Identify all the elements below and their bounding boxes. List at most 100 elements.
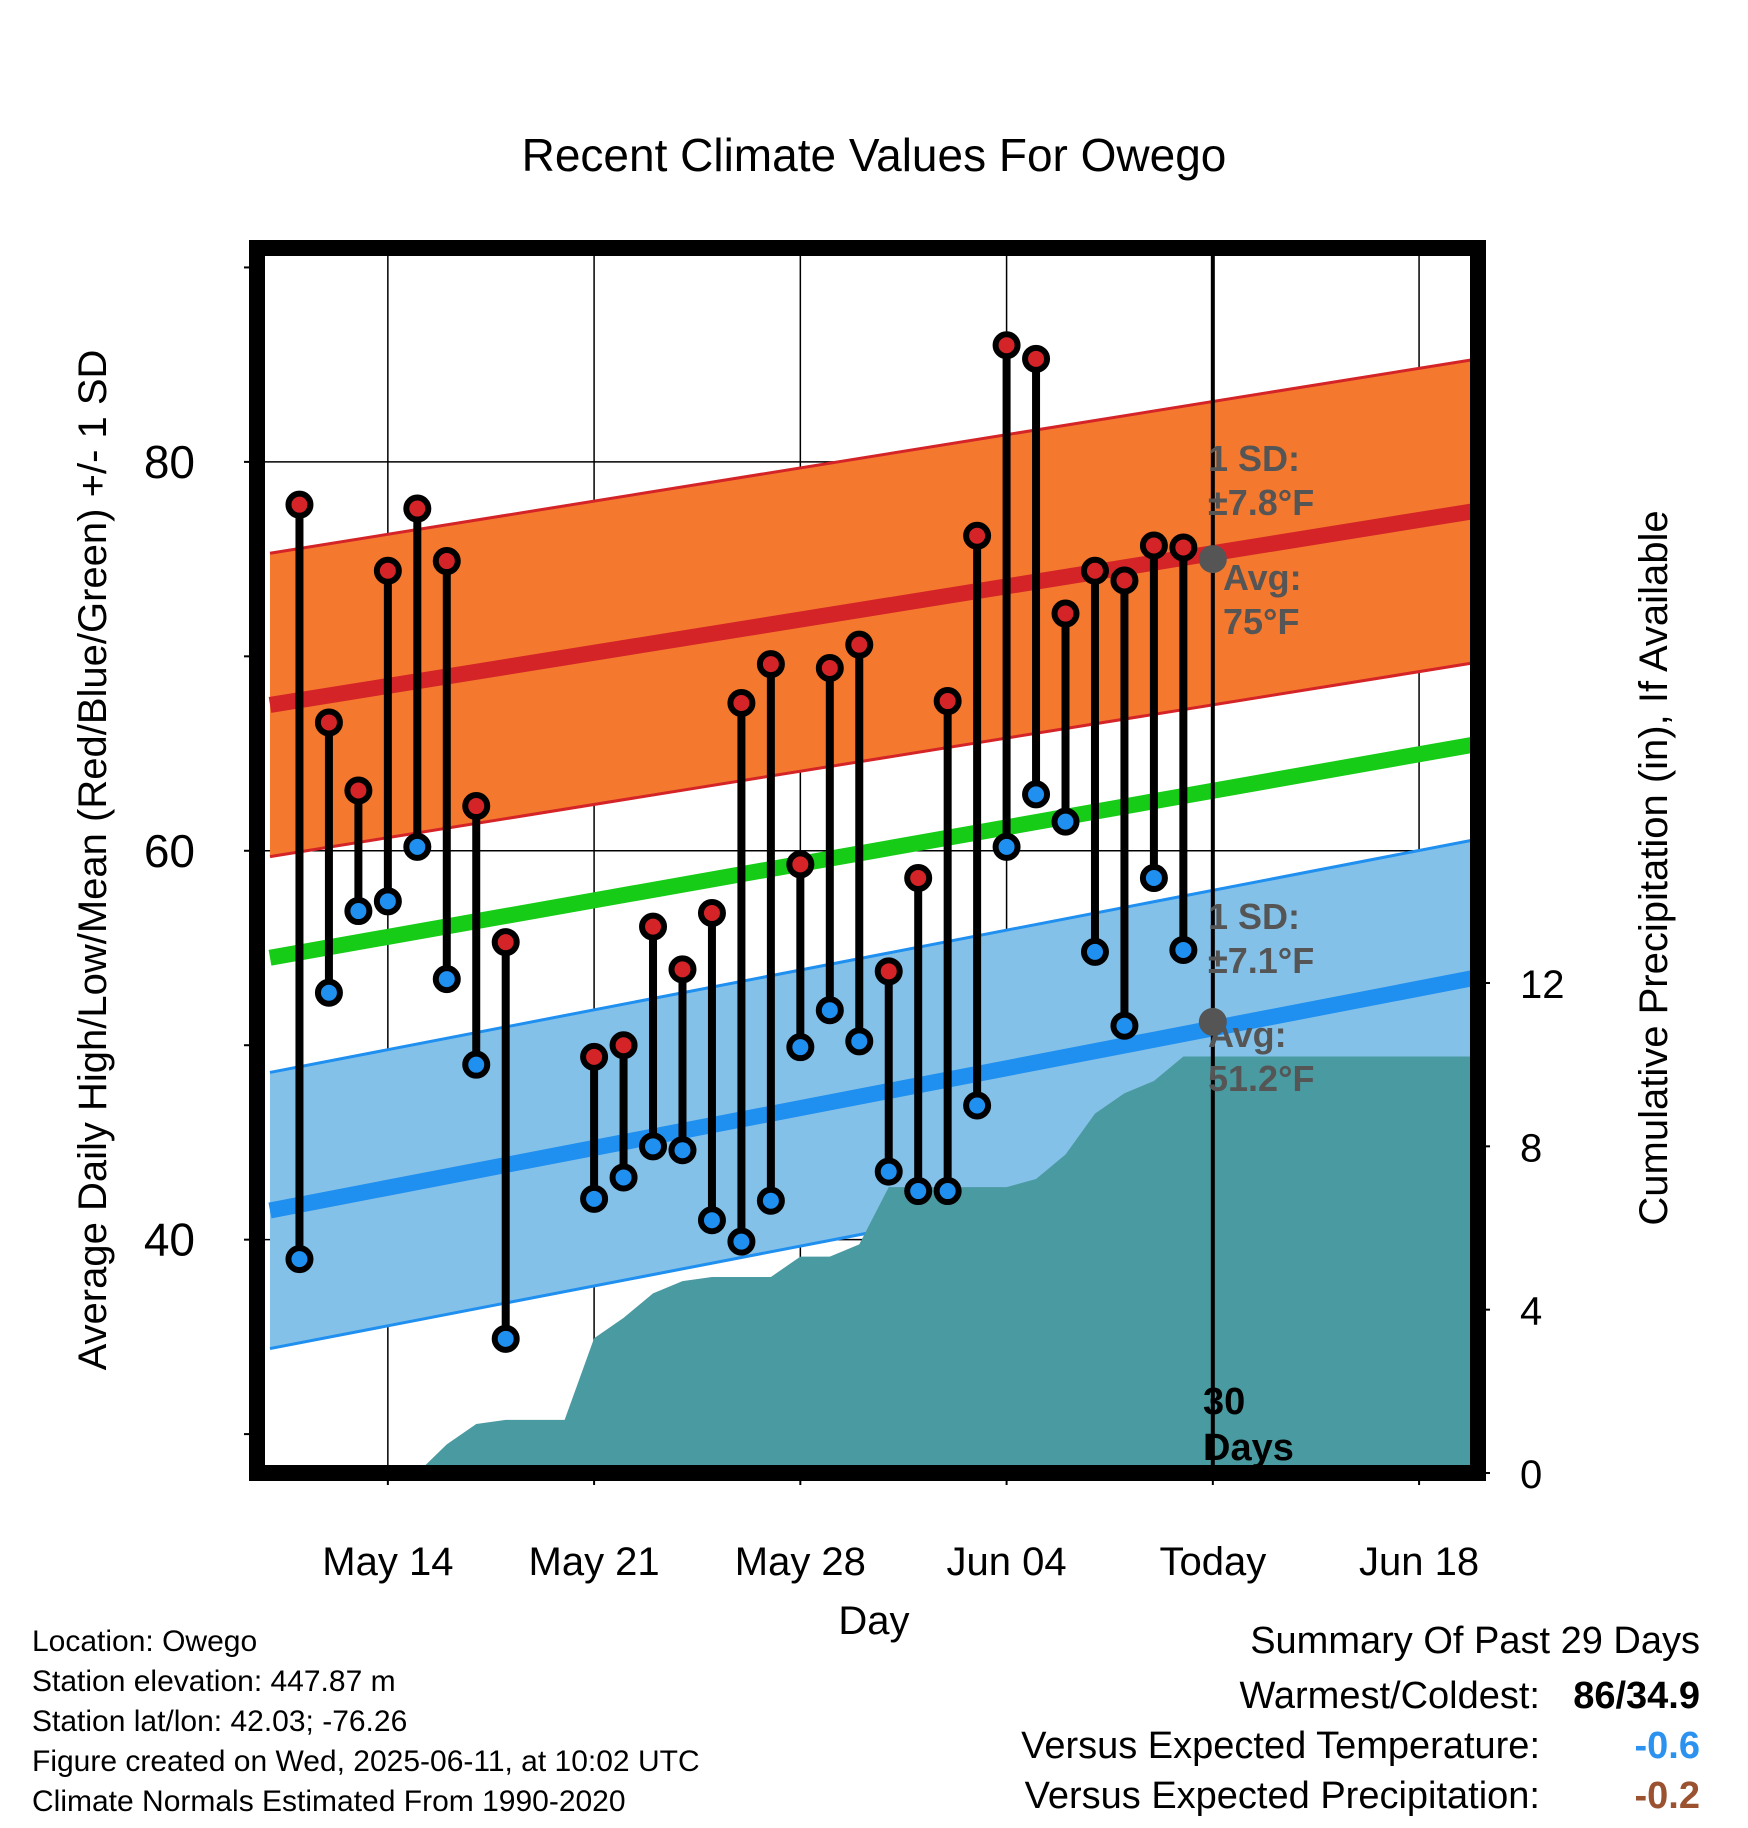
daily-low-point: [1051, 807, 1080, 836]
info-normals: Climate Normals Estimated From 1990-2020: [32, 1785, 626, 1818]
precip-area-fill: [270, 1056, 1478, 1473]
high-band-lower-edge: [269, 660, 1479, 859]
info-elevation: Station elevation: 447.87 m: [32, 1665, 396, 1698]
daily-high-point: [285, 490, 314, 519]
summary-row-warmest: Warmest/Coldest: 86/34.9: [1239, 1675, 1700, 1718]
daily-high-point: [1080, 556, 1109, 585]
axes: 40 60 80 0 4 8 12 May 14 May 21 May 28 Jun 04 Today…: [71, 266, 1676, 1643]
info-location: Location: Owego: [32, 1625, 258, 1658]
daily-high-point: [1139, 531, 1168, 560]
daily-high-point: [609, 1031, 638, 1060]
low-sd-label: 1 SD:: [1208, 896, 1300, 937]
daily-high-point: [1169, 533, 1198, 562]
daily-high-point: [756, 650, 785, 679]
y-left-axis-title: Average Daily High/Low/Mean (Red/Blue/Gr…: [71, 350, 115, 1371]
low-mean-line: [268, 969, 1480, 1219]
daily-high-point: [373, 556, 402, 585]
daily-high-point: [668, 955, 697, 984]
low-avg-label: Avg:: [1208, 1014, 1287, 1055]
summary-heading: Summary Of Past 29 Days: [1250, 1620, 1700, 1662]
daily-low-point: [1169, 935, 1198, 964]
temp-vs-expected-label: Versus Expected Temperature:: [1021, 1725, 1540, 1767]
high-avg-label: Avg:: [1223, 557, 1302, 598]
daily-low-point: [462, 1050, 491, 1079]
y-right-tick-label: 12: [1520, 963, 1565, 1007]
daily-low-point: [432, 965, 461, 994]
daily-high-point: [403, 494, 432, 523]
daily-low-point: [491, 1324, 520, 1353]
x-tick-label: May 28: [735, 1540, 866, 1584]
low-sd-value: ±7.1°F: [1208, 940, 1314, 981]
daily-high-point: [786, 850, 815, 879]
daily-high-point: [845, 630, 874, 659]
daily-low-point: [786, 1033, 815, 1062]
daily-high-point: [462, 792, 491, 821]
warmest-coldest-value: 86/34.9: [1573, 1675, 1700, 1717]
mean-line: [268, 735, 1480, 966]
y-right-tick-label: 0: [1520, 1453, 1542, 1497]
daily-high-point: [992, 331, 1021, 360]
daily-high-point: [1022, 344, 1051, 373]
daily-low-point: [1110, 1011, 1139, 1040]
daily-low-point: [373, 887, 402, 916]
plot-frame: [249, 240, 1486, 1481]
x-tick-label: Today: [1159, 1540, 1266, 1584]
precip-area: [270, 1056, 1478, 1473]
daily-low-point: [285, 1245, 314, 1274]
low-avg-value: 51.2°F: [1208, 1058, 1314, 1099]
info-created: Figure created on Wed, 2025-06-11, at 10…: [32, 1745, 700, 1778]
high-mean-line: [268, 502, 1480, 713]
precip-vs-expected-label: Versus Expected Precipitation:: [1024, 1775, 1540, 1817]
summary-row-temp: Versus Expected Temperature: -0.6: [1021, 1725, 1700, 1768]
daily-low-point: [697, 1206, 726, 1235]
daily-low-point: [727, 1227, 756, 1256]
precip-vs-expected-value: -0.2: [1634, 1775, 1700, 1817]
x-tick-label: May 21: [529, 1540, 660, 1584]
daily-low-point: [845, 1027, 874, 1056]
summary-row-precip: Versus Expected Precipitation: -0.2: [1025, 1775, 1700, 1818]
daily-low-point: [963, 1091, 992, 1120]
y-left-tick-label: 40: [144, 1214, 195, 1266]
daily-low-point: [639, 1132, 668, 1161]
y-left-tick-label: 60: [144, 825, 195, 877]
daily-low-point: [314, 978, 343, 1007]
temp-vs-expected-value: -0.6: [1634, 1725, 1700, 1767]
daily-low-point: [1022, 780, 1051, 809]
high-sd-label: 1 SD:: [1208, 438, 1300, 479]
daily-high-point: [963, 521, 992, 550]
x-tick-label: Jun 18: [1359, 1540, 1479, 1584]
window-days-number: 30: [1203, 1381, 1245, 1423]
high-band-upper-edge: [269, 357, 1479, 555]
daily-high-point: [432, 547, 461, 576]
y-left-tick-label: 80: [144, 436, 195, 488]
high-sd-value: ±7.8°F: [1208, 482, 1314, 523]
daily-low-point: [403, 832, 432, 861]
info-latlon: Station lat/lon: 42.03; -76.26: [32, 1705, 408, 1738]
daily-low-point: [344, 897, 373, 926]
low-avg-marker: [1198, 1007, 1227, 1036]
daily-high-point: [1110, 566, 1139, 595]
y-right-axis-title: Cumulative Precipitation (in), If Availa…: [1632, 510, 1676, 1225]
chart-title: Recent Climate Values For Owego: [521, 129, 1227, 181]
daily-low-point: [815, 996, 844, 1025]
daily-high-point: [727, 689, 756, 717]
daily-high-point: [904, 864, 933, 892]
daily-low-point: [756, 1186, 785, 1215]
daily-high-point: [491, 928, 520, 957]
daily-high-point: [933, 687, 962, 716]
warmest-coldest-label: Warmest/Coldest:: [1239, 1675, 1540, 1717]
high-avg-value: 75°F: [1223, 601, 1299, 642]
daily-high-point: [580, 1042, 609, 1071]
daily-low-point: [933, 1177, 962, 1206]
x-axis-title: Day: [838, 1599, 909, 1643]
daily-low-point: [1139, 864, 1168, 892]
y-right-tick-label: 8: [1520, 1126, 1542, 1170]
daily-high-point: [344, 776, 373, 805]
daily-high-point: [874, 957, 903, 986]
daily-high-point: [1051, 599, 1080, 628]
daily-low-point: [1080, 937, 1109, 966]
x-tick-label: May 14: [322, 1540, 453, 1584]
high-avg-marker: [1198, 545, 1227, 574]
